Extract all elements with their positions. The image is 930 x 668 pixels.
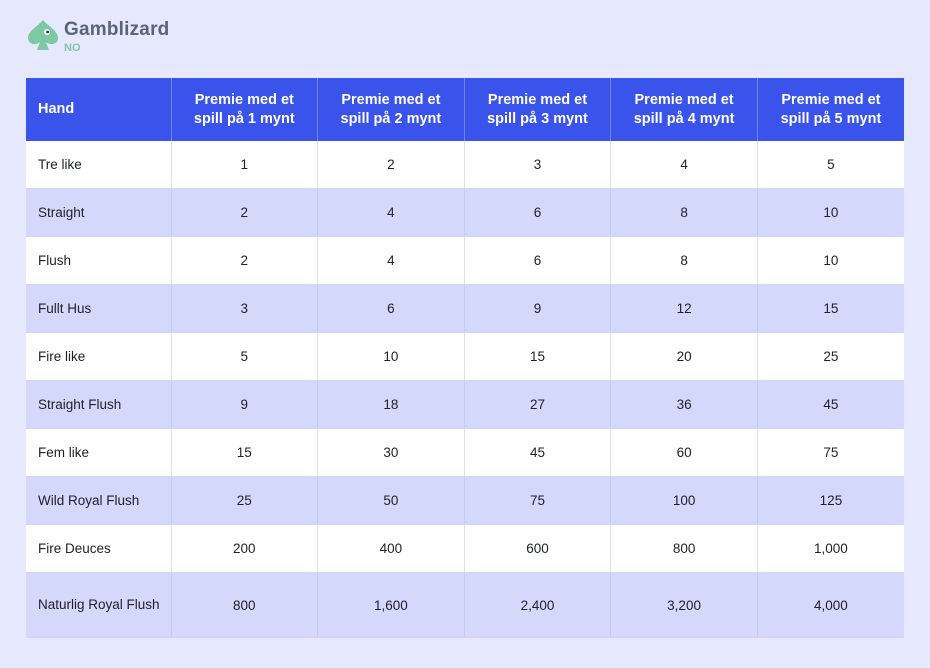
hand-name: Straight bbox=[26, 188, 172, 237]
hand-name: Fire Deuces bbox=[26, 524, 172, 573]
payout-cell: 800 bbox=[610, 524, 758, 573]
hand-name: Flush bbox=[26, 236, 172, 285]
payout-cell: 400 bbox=[317, 524, 465, 573]
payout-cell: 5 bbox=[757, 141, 904, 189]
payout-cell: 15 bbox=[171, 428, 319, 477]
table-row: Fire Deuces 200 400 600 800 1,000 bbox=[26, 524, 904, 573]
payout-cell: 18 bbox=[317, 380, 465, 429]
payout-cell: 4 bbox=[610, 141, 758, 189]
payout-cell: 2 bbox=[317, 141, 465, 189]
table-row: Fire like 5 10 15 20 25 bbox=[26, 332, 904, 381]
header-4-coin: Premie med et spill på 4 mynt bbox=[610, 78, 758, 141]
payout-cell: 4,000 bbox=[757, 572, 904, 638]
header-row: Hand Premie med et spill på 1 mynt Premi… bbox=[26, 78, 904, 141]
payout-cell: 2 bbox=[171, 188, 319, 237]
hand-name: Fire like bbox=[26, 332, 172, 381]
payout-cell: 6 bbox=[464, 188, 612, 237]
payout-cell: 2,400 bbox=[464, 572, 612, 638]
payout-cell: 100 bbox=[610, 476, 758, 525]
payout-cell: 20 bbox=[610, 332, 758, 381]
payout-cell: 30 bbox=[317, 428, 465, 477]
payout-cell: 1,600 bbox=[317, 572, 465, 638]
payout-cell: 15 bbox=[464, 332, 612, 381]
payout-cell: 75 bbox=[757, 428, 904, 477]
payout-cell: 25 bbox=[171, 476, 319, 525]
payout-cell: 6 bbox=[464, 236, 612, 285]
table-row: Flush 2 4 6 8 10 bbox=[26, 236, 904, 285]
payout-cell: 50 bbox=[317, 476, 465, 525]
payout-cell: 1 bbox=[171, 141, 319, 189]
hand-name: Straight Flush bbox=[26, 380, 172, 429]
payout-cell: 3,200 bbox=[610, 572, 758, 638]
brand-logo[interactable]: Gamblizard NO bbox=[26, 18, 169, 54]
header-1-coin: Premie med et spill på 1 mynt bbox=[171, 78, 319, 141]
payout-cell: 600 bbox=[464, 524, 612, 573]
payout-cell: 6 bbox=[317, 284, 465, 333]
payout-cell: 45 bbox=[464, 428, 612, 477]
table-row: Naturlig Royal Flush 800 1,600 2,400 3,2… bbox=[26, 572, 904, 638]
payout-cell: 10 bbox=[317, 332, 465, 381]
payout-cell: 45 bbox=[757, 380, 904, 429]
brand-region: NO bbox=[64, 42, 81, 54]
payout-cell: 125 bbox=[757, 476, 904, 525]
payout-cell: 12 bbox=[610, 284, 758, 333]
payout-cell: 4 bbox=[317, 236, 465, 285]
paytable: Hand Premie med et spill på 1 mynt Premi… bbox=[26, 78, 904, 638]
payout-cell: 9 bbox=[171, 380, 319, 429]
table-row: Wild Royal Flush 25 50 75 100 125 bbox=[26, 476, 904, 525]
payout-cell: 27 bbox=[464, 380, 612, 429]
table-row: Fullt Hus 3 6 9 12 15 bbox=[26, 284, 904, 333]
table-row: Fem like 15 30 45 60 75 bbox=[26, 428, 904, 477]
table-row: Tre like 1 2 3 4 5 bbox=[26, 141, 904, 189]
payout-cell: 60 bbox=[610, 428, 758, 477]
payout-cell: 1,000 bbox=[757, 524, 904, 573]
hand-name: Tre like bbox=[26, 141, 172, 189]
payout-cell: 15 bbox=[757, 284, 904, 333]
payout-cell: 5 bbox=[171, 332, 319, 381]
payout-cell: 200 bbox=[171, 524, 319, 573]
hand-name: Fem like bbox=[26, 428, 172, 477]
header-3-coin: Premie med et spill på 3 mynt bbox=[464, 78, 612, 141]
spade-lizard-icon bbox=[28, 20, 58, 50]
payout-cell: 10 bbox=[757, 236, 904, 285]
payout-cell: 2 bbox=[171, 236, 319, 285]
header-5-coin: Premie med et spill på 5 mynt bbox=[757, 78, 904, 141]
hand-name: Naturlig Royal Flush bbox=[26, 572, 172, 638]
payout-cell: 3 bbox=[464, 141, 612, 189]
payout-cell: 25 bbox=[757, 332, 904, 381]
payout-cell: 4 bbox=[317, 188, 465, 237]
header-hand: Hand bbox=[26, 78, 172, 141]
payout-cell: 800 bbox=[171, 572, 319, 638]
table-row: Straight Flush 9 18 27 36 45 bbox=[26, 380, 904, 429]
payout-cell: 36 bbox=[610, 380, 758, 429]
payout-cell: 75 bbox=[464, 476, 612, 525]
payout-cell: 9 bbox=[464, 284, 612, 333]
payout-cell: 8 bbox=[610, 236, 758, 285]
hand-name: Wild Royal Flush bbox=[26, 476, 172, 525]
payout-cell: 3 bbox=[171, 284, 319, 333]
header-2-coin: Premie med et spill på 2 mynt bbox=[317, 78, 465, 141]
hand-name: Fullt Hus bbox=[26, 284, 172, 333]
payout-cell: 8 bbox=[610, 188, 758, 237]
payout-cell: 10 bbox=[757, 188, 904, 237]
table-row: Straight 2 4 6 8 10 bbox=[26, 188, 904, 237]
brand-name: Gamblizard bbox=[64, 19, 170, 40]
